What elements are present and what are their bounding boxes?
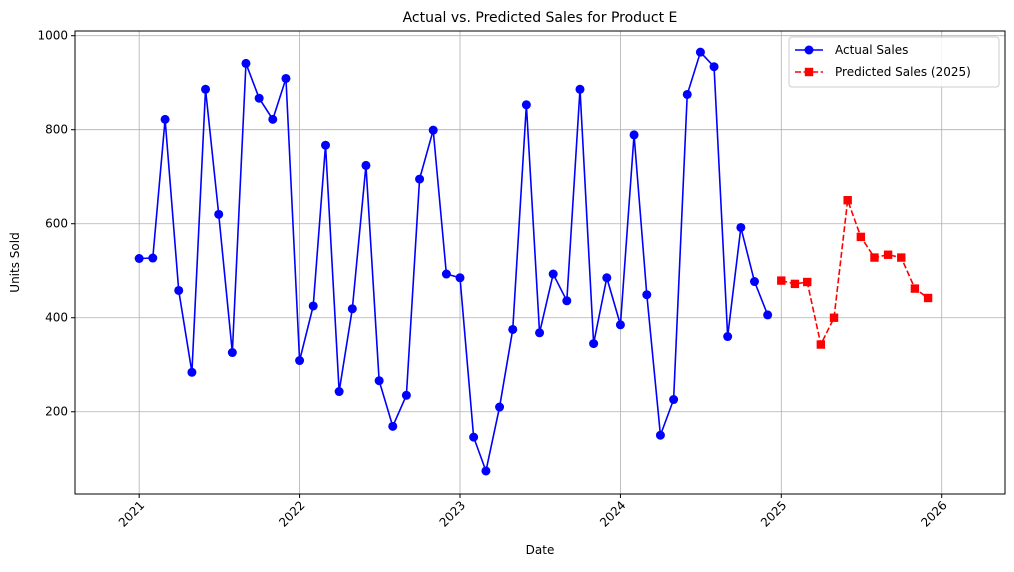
legend-marker (804, 45, 814, 55)
data-point (589, 339, 599, 349)
data-point (347, 304, 357, 314)
data-point (615, 320, 625, 330)
legend: Actual Sales Predicted Sales (2025) (788, 36, 1000, 88)
data-point (521, 100, 531, 110)
data-point (308, 301, 318, 311)
chart-title: Actual vs. Predicted Sales for Product E (403, 10, 678, 26)
series-line (781, 199, 929, 347)
x-axis-label: Date (526, 543, 555, 557)
legend-marker (804, 67, 814, 77)
data-point (295, 356, 305, 366)
data-point (816, 340, 826, 349)
y-tick-label: 600 (45, 217, 68, 231)
legend-label: Actual Sales (835, 43, 908, 57)
series-line (139, 50, 769, 474)
data-point (870, 253, 879, 262)
data-point (469, 432, 479, 442)
data-point (334, 387, 344, 397)
data-point (856, 232, 866, 242)
data-point (174, 285, 184, 295)
data-point (629, 130, 639, 140)
data-point (790, 279, 800, 289)
data-point (254, 93, 264, 103)
data-point (268, 114, 278, 124)
data-point (910, 284, 920, 293)
data-point (227, 348, 237, 358)
data-point (134, 254, 144, 264)
plot-frame (74, 30, 1006, 495)
data-point (723, 332, 733, 342)
data-point (201, 84, 211, 94)
data-point (642, 290, 652, 300)
data-point (682, 89, 692, 99)
legend-label: Predicted Sales (2025) (835, 65, 971, 79)
series-1 (134, 47, 773, 476)
data-point (602, 273, 612, 283)
data-point (401, 390, 411, 400)
data-point (883, 250, 893, 259)
series-layer (134, 47, 933, 476)
y-tick-label: 1000 (37, 29, 68, 43)
data-point (535, 328, 545, 338)
data-point (736, 222, 746, 232)
data-point (508, 324, 518, 334)
data-point (495, 402, 505, 412)
data-point (481, 466, 491, 476)
data-point (361, 160, 371, 170)
data-point (428, 125, 438, 135)
data-point (695, 47, 705, 57)
data-point (575, 84, 585, 94)
data-point (415, 174, 425, 184)
data-point (709, 62, 719, 72)
data-point (281, 73, 291, 83)
series-2 (777, 196, 933, 349)
data-point (148, 253, 158, 263)
data-point (843, 196, 852, 205)
y-tick-label: 200 (45, 405, 68, 419)
legend-box (788, 36, 1000, 88)
data-point (241, 58, 251, 68)
data-point (923, 293, 933, 303)
data-point (214, 209, 224, 219)
data-point (388, 421, 398, 431)
data-point (160, 114, 170, 124)
data-point (562, 296, 572, 306)
data-point (655, 430, 665, 440)
data-point (897, 253, 906, 262)
data-point (669, 395, 679, 405)
data-point (187, 367, 197, 377)
data-point (777, 276, 786, 285)
y-tick-label: 800 (45, 123, 68, 137)
data-point (749, 277, 759, 287)
data-point (321, 140, 331, 150)
data-point (803, 277, 812, 287)
data-point (374, 376, 384, 386)
grid (75, 31, 1005, 494)
data-point (763, 310, 773, 320)
y-axis-label: Units Sold (8, 232, 22, 292)
data-point (548, 269, 558, 279)
data-point (455, 273, 465, 283)
y-tick-label: 400 (45, 311, 68, 325)
data-point (441, 269, 451, 279)
data-point (829, 313, 839, 322)
